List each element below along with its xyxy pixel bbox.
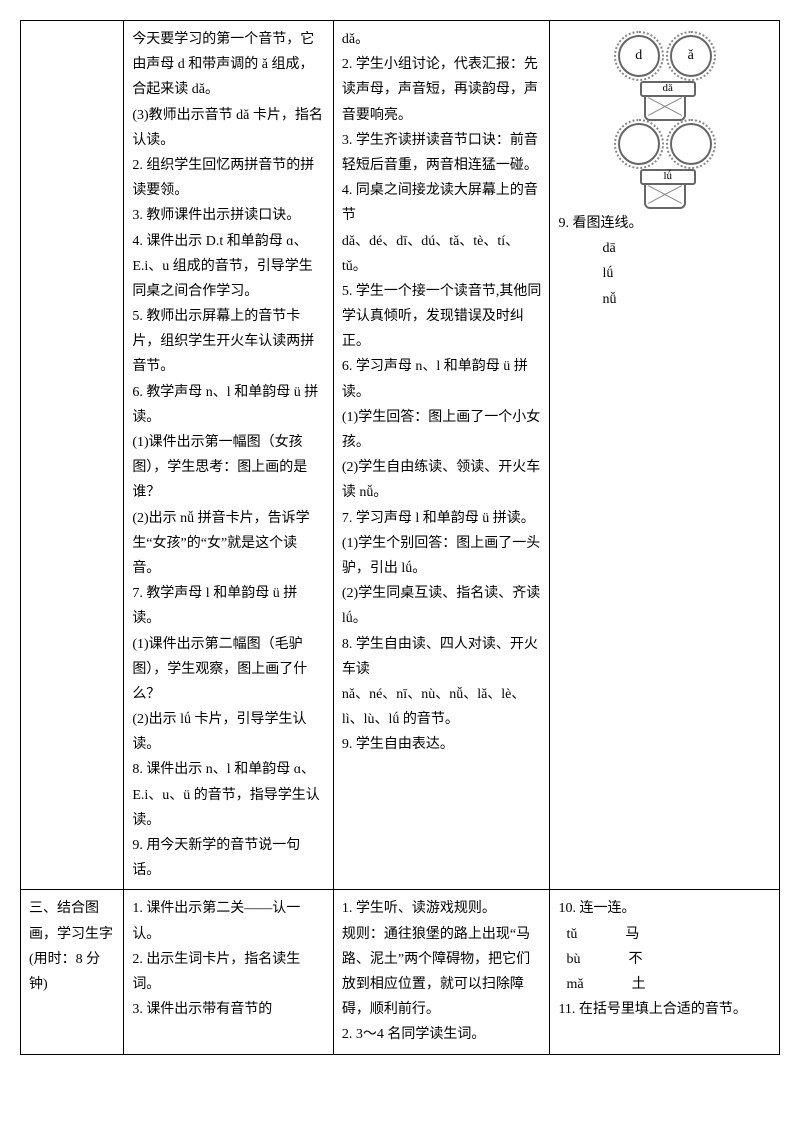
flower-label: d [635, 43, 642, 68]
match-row: tǔ 马 [558, 922, 771, 947]
text: 1. 学生听、读游戏规则。 [342, 896, 542, 921]
text: 9. 学生自由表达。 [342, 732, 542, 757]
list: dā lǘ nǚ [558, 236, 771, 312]
text: 8. 课件出示 n、l 和单韵母 ɑ、E.i、u、ü 的音节，指导学生认读。 [132, 757, 325, 833]
text: 5. 教师出示屏幕上的音节卡片，组织学生开火车认读两拼音节。 [132, 304, 325, 380]
text: (2)出示 lǘ 卡片，引导学生认读。 [132, 707, 325, 757]
flower-label: ǎ [688, 43, 694, 68]
text: 10. 连一连。 [558, 896, 771, 921]
flower-pot-diagram-2: lǘ [558, 123, 771, 203]
text: 1. 课件出示第二关——认一认。 [132, 896, 325, 946]
list-item: nǚ [602, 287, 771, 312]
match-right: 土 [632, 972, 646, 997]
table-row: 今天要学习的第一个音节，它由声母 d 和带声调的 ǎ 组成，合起来读 dǎ。 (… [21, 21, 780, 890]
flower-circle: ǎ [670, 35, 712, 77]
match-left: mǎ [566, 972, 583, 997]
match-left: tǔ [566, 922, 577, 947]
text: (1)学生个别回答：图上画了一头驴，引出 lǘ。 [342, 531, 542, 581]
text: 7. 学习声母 l 和单韵母 ü 拼读。 [342, 506, 542, 531]
text: (2)学生同桌互读、指名读、齐读 lǘ。 [342, 581, 542, 631]
row1-col1 [21, 21, 124, 890]
row2-col2: 1. 课件出示第二关——认一认。 2. 出示生词卡片，指名读生词。 3. 课件出… [124, 890, 334, 1054]
row1-col4: d ǎ dǎ lǘ 9. 看图连线。 dā [550, 21, 780, 890]
text: 今天要学习的第一个音节，它由声母 d 和带声调的 ǎ 组成，合起来读 dǎ。 [132, 27, 325, 103]
text: (2)出示 nǚ 拼音卡片，告诉学生“女孩”的“女”就是这个读音。 [132, 506, 325, 582]
text: (1)课件出示第一幅图（女孩图），学生思考：图上画的是谁？ [132, 430, 325, 506]
row2-col3: 1. 学生听、读游戏规则。 规则：通往狼堡的路上出现“马路、泥土”两个障碍物，把… [333, 890, 550, 1054]
text: 5. 学生一个接一个读音节,其他同学认真倾听，发现错误及时纠正。 [342, 279, 542, 355]
match-right: 马 [625, 922, 639, 947]
text: (1)课件出示第二幅图（毛驴图），学生观察，图上画了什么？ [132, 632, 325, 708]
flower-pot-diagram-1: d ǎ dǎ [558, 35, 771, 115]
flower-circle [670, 123, 712, 165]
flower-circle [618, 123, 660, 165]
text: 2. 组织学生回忆两拼音节的拼读要领。 [132, 153, 325, 203]
text: 2. 出示生词卡片，指名读生词。 [132, 947, 325, 997]
list-item: lǘ [602, 261, 771, 286]
text: 3. 课件出示带有音节的 [132, 997, 325, 1022]
pot-icon: lǘ [640, 169, 690, 203]
text: 7. 教学声母 l 和单韵母 ü 拼读。 [132, 581, 325, 631]
row1-col3: dǎ。 2. 学生小组讨论，代表汇报：先读声母，声音短，再读韵母，声音要响亮。 … [333, 21, 550, 890]
text: (2)学生自由练读、领读、开火车读 nǚ。 [342, 455, 542, 505]
text: (1)学生回答：图上画了一个小女孩。 [342, 405, 542, 455]
text: nǎ、né、nī、nù、nǚ、lǎ、lè、lì、lù、lǘ 的音节。 [342, 682, 542, 732]
pot-label: dǎ [640, 81, 696, 97]
text: 6. 学习声母 n、l 和单韵母 ü 拼读。 [342, 354, 542, 404]
pot-icon: dǎ [640, 81, 690, 115]
text: 2. 3～4 名同学读生词。 [342, 1022, 542, 1047]
pot-label: lǘ [640, 169, 696, 185]
text: 11. 在括号里填上合适的音节。 [558, 997, 771, 1022]
match-right: 不 [628, 947, 642, 972]
text: 8. 学生自由读、四人对读、开火车读 [342, 632, 542, 682]
match-row: mǎ 土 [558, 972, 771, 997]
text: 9. 看图连线。 [558, 211, 771, 236]
flower-circle: d [618, 35, 660, 77]
text: 6. 教学声母 n、l 和单韵母 ü 拼读。 [132, 380, 325, 430]
text: (3)教师出示音节 dǎ 卡片，指名认读。 [132, 103, 325, 153]
text: 3. 教师课件出示拼读口诀。 [132, 203, 325, 228]
row2-col1: 三、结合图画，学习生字(用时：8 分钟) [21, 890, 124, 1054]
text: 4. 同桌之间接龙读大屏幕上的音节 [342, 178, 542, 228]
text: 规则：通往狼堡的路上出现“马路、泥土”两个障碍物，把它们放到相应位置，就可以扫除… [342, 922, 542, 1023]
text: 2. 学生小组讨论，代表汇报：先读声母，声音短，再读韵母，声音要响亮。 [342, 52, 542, 128]
text: 4. 课件出示 D.t 和单韵母 ɑ、E.i、u 组成的音节，引导学生同桌之间合… [132, 229, 325, 305]
text: 3. 学生齐读拼读音节口诀：前音轻短后音重，两音相连猛一碰。 [342, 128, 542, 178]
list-item: dā [602, 236, 771, 261]
match-row: bù 不 [558, 947, 771, 972]
row2-col4: 10. 连一连。 tǔ 马 bù 不 mǎ 土 11. 在括号里填上合适的音节。 [550, 890, 780, 1054]
row1-col2: 今天要学习的第一个音节，它由声母 d 和带声调的 ǎ 组成，合起来读 dǎ。 (… [124, 21, 334, 890]
table-row: 三、结合图画，学习生字(用时：8 分钟) 1. 课件出示第二关——认一认。 2.… [21, 890, 780, 1054]
text: dǎ、dé、dī、dú、tǎ、tè、tí、tǔ。 [342, 229, 542, 279]
text: 9. 用今天新学的音节说一句话。 [132, 833, 325, 883]
text: dǎ。 [342, 27, 542, 52]
match-left: bù [566, 947, 580, 972]
